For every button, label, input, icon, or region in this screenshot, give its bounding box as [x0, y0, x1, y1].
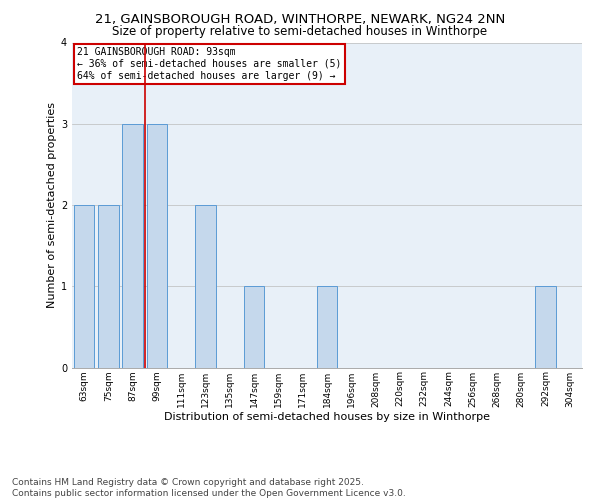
- Bar: [98, 205, 119, 368]
- Bar: [317, 286, 337, 368]
- Text: Size of property relative to semi-detached houses in Winthorpe: Size of property relative to semi-detach…: [112, 25, 488, 38]
- Bar: [122, 124, 143, 368]
- Bar: [74, 205, 94, 368]
- Text: Contains HM Land Registry data © Crown copyright and database right 2025.
Contai: Contains HM Land Registry data © Crown c…: [12, 478, 406, 498]
- Bar: [244, 286, 265, 368]
- Text: 21 GAINSBOROUGH ROAD: 93sqm
← 36% of semi-detached houses are smaller (5)
64% of: 21 GAINSBOROUGH ROAD: 93sqm ← 36% of sem…: [77, 48, 341, 80]
- X-axis label: Distribution of semi-detached houses by size in Winthorpe: Distribution of semi-detached houses by …: [164, 412, 490, 422]
- Y-axis label: Number of semi-detached properties: Number of semi-detached properties: [47, 102, 57, 308]
- Text: 21, GAINSBOROUGH ROAD, WINTHORPE, NEWARK, NG24 2NN: 21, GAINSBOROUGH ROAD, WINTHORPE, NEWARK…: [95, 12, 505, 26]
- Bar: [195, 205, 216, 368]
- Bar: [535, 286, 556, 368]
- Bar: [146, 124, 167, 368]
